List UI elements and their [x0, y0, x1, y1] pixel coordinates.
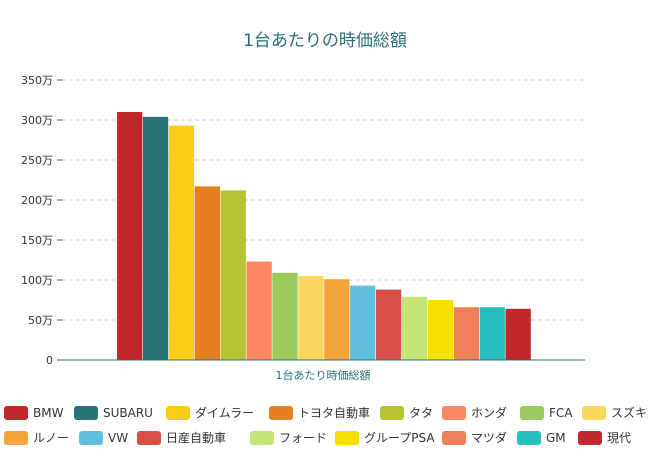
bar-6[interactable] [246, 261, 272, 360]
legend-label: グループPSA [364, 431, 435, 445]
y-tick-label: 350万 [21, 74, 53, 87]
legend-swatch [4, 431, 28, 445]
y-tick-label: 100万 [21, 274, 53, 287]
bar-15[interactable] [479, 307, 505, 360]
bar-9[interactable] [324, 279, 350, 360]
legend-item-16[interactable]: 現代 [578, 431, 631, 445]
legend-item-14[interactable]: マツダ [442, 430, 507, 445]
legend-swatch [137, 431, 161, 445]
legend-label: マツダ [471, 430, 507, 445]
legend-item-10[interactable]: VW [79, 431, 128, 445]
bar-1[interactable] [117, 112, 143, 360]
legend-swatch [520, 406, 544, 420]
legend-swatch [517, 431, 541, 445]
legend-item-1[interactable]: BMW [4, 406, 64, 420]
legend-swatch [269, 406, 293, 420]
bar-8[interactable] [298, 276, 324, 360]
legend-swatch [250, 431, 274, 445]
y-tick-label: 250万 [21, 154, 53, 167]
bar-4[interactable] [194, 186, 220, 360]
y-tick-label: 0 [46, 354, 53, 367]
y-tick-label: 200万 [21, 194, 53, 207]
legend-label: タタ [409, 406, 433, 420]
legend-swatch [582, 406, 606, 420]
legend-swatch [578, 431, 602, 445]
legend-label: ホンダ [471, 405, 507, 420]
y-tick-label: 50万 [28, 314, 53, 327]
legend-item-8[interactable]: スズキ [582, 405, 647, 420]
bars [117, 112, 531, 360]
legend-label: ダイムラー [195, 405, 254, 420]
legend-swatch [442, 431, 466, 445]
legend-label: BMW [33, 406, 64, 420]
bar-12[interactable] [401, 296, 428, 360]
x-category-label: 1台あたり時価総額 [276, 368, 371, 382]
legend-label: フォード [279, 431, 327, 445]
bar-16[interactable] [505, 308, 531, 360]
legend-item-3[interactable]: ダイムラー [166, 405, 254, 420]
legend-item-9[interactable]: ルノー [4, 431, 69, 445]
legend-label: SUBARU [103, 406, 153, 420]
legend-item-11[interactable]: 日産自動車 [137, 430, 226, 445]
legend-item-12[interactable]: フォード [250, 431, 327, 445]
legend-label: VW [108, 431, 128, 445]
legend-item-13[interactable]: グループPSA [335, 431, 435, 445]
legend-label: ルノー [33, 431, 69, 445]
chart-title: 1台あたりの時価総額 [243, 31, 407, 51]
bar-5[interactable] [220, 190, 246, 360]
legend-swatch [380, 406, 404, 420]
bar-3[interactable] [168, 125, 195, 360]
bar-10[interactable] [350, 285, 376, 360]
bar-11[interactable] [376, 289, 402, 360]
legend-swatch [166, 406, 190, 420]
legend-label: スズキ [611, 405, 647, 420]
bar-7[interactable] [272, 272, 298, 360]
legend-label: FCA [549, 406, 573, 420]
y-axis: 0 50万 100万 150万 200万 250万 300万 350万 [21, 74, 62, 367]
bar-13[interactable] [427, 300, 454, 360]
legend-label: トヨタ自動車 [298, 406, 370, 420]
legend-item-15[interactable]: GM [517, 431, 566, 445]
legend-item-2[interactable]: SUBARU [74, 406, 153, 420]
legend-label: GM [546, 431, 566, 445]
legend-item-5[interactable]: タタ [380, 406, 433, 420]
legend-swatch [335, 431, 359, 445]
y-tick-label: 150万 [21, 234, 53, 247]
bar-2[interactable] [142, 116, 169, 360]
legend-swatch [79, 431, 103, 445]
legend-label: 日産自動車 [166, 430, 226, 445]
bar-14[interactable] [453, 307, 479, 360]
legend-label: 現代 [607, 431, 631, 445]
legend-item-4[interactable]: トヨタ自動車 [269, 406, 370, 420]
legend-item-7[interactable]: FCA [520, 406, 573, 420]
legend-swatch [4, 406, 28, 420]
legend-item-6[interactable]: ホンダ [442, 405, 507, 420]
legend-swatch [74, 406, 98, 420]
legend-swatch [442, 406, 466, 420]
y-tick-label: 300万 [21, 114, 53, 127]
